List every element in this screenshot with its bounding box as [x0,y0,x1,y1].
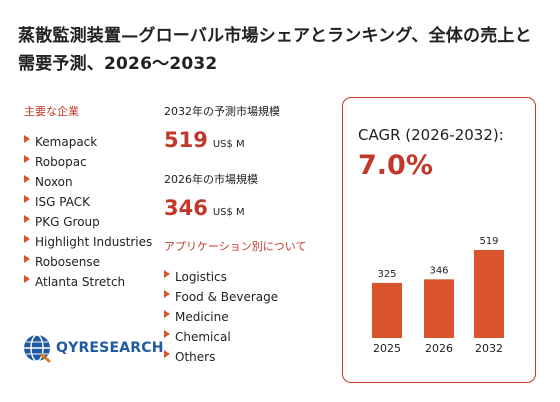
bullet-arrow-icon [164,330,170,338]
application-list: Logistics Food & Beverage Medicine Chemi… [164,267,278,367]
bullet-arrow-icon [24,215,30,223]
bullet-arrow-icon [164,350,170,358]
current-value: 346 US$ M [164,196,245,220]
bullet-arrow-icon [164,270,170,278]
bar-2025 [372,282,402,338]
forecast-unit: US$ M [212,139,245,150]
x-tick-2025: 2025 [373,342,401,355]
application-item: Chemical [164,327,278,347]
application-item: Medicine [164,307,278,327]
application-item: Food & Beverage [164,287,278,307]
application-item: Others [164,347,278,367]
logo-text: QYRESEARCH [56,340,164,356]
bullet-arrow-icon [24,155,30,163]
vendor-item: Robopac [24,152,152,172]
bullet-arrow-icon [24,175,30,183]
forecast-label: 2032年の予測市場規模 [164,105,280,118]
bullet-arrow-icon [164,310,170,318]
bullet-arrow-icon [24,195,30,203]
vendor-list: Kemapack Robopac Noxon ISG PACK PKG Grou… [24,132,152,292]
bar-2032 [474,250,504,338]
vendors-label: 主要な企業 [24,105,79,118]
cagr-value: 7.0% [358,150,433,181]
bullet-arrow-icon [24,275,30,283]
globe-logo-icon [24,334,51,363]
current-unit: US$ M [212,207,245,218]
cagr-panel [342,97,536,383]
forecast-number: 519 [164,128,208,152]
bullet-arrow-icon [24,135,30,143]
current-number: 346 [164,196,208,220]
application-item: Logistics [164,267,278,287]
apps-label: アプリケーション別について [164,240,307,253]
bullet-arrow-icon [24,255,30,263]
market-size-bar-chart: 325 2025 346 2026 519 2032 [372,236,504,355]
x-tick-2026: 2026 [425,342,453,355]
x-tick-2032: 2032 [475,342,503,355]
forecast-value: 519 US$ M [164,128,245,152]
vendor-item: Kemapack [24,132,152,152]
cagr-label: CAGR (2026-2032): [358,126,504,144]
vendor-item: Atlanta Stretch [24,272,152,292]
data-label-2032: 519 [479,236,498,247]
vendor-item: ISG PACK [24,192,152,212]
bar-2026 [424,279,454,338]
data-label-2025: 325 [377,269,396,280]
qyresearch-logo: QYRESEARCH [22,333,164,363]
bullet-arrow-icon [24,235,30,243]
bullet-arrow-icon [164,290,170,298]
vendor-item: Noxon [24,172,152,192]
data-label-2026: 346 [429,265,448,276]
vendor-item: Robosense [24,252,152,272]
vendor-item: PKG Group [24,212,152,232]
current-label: 2026年の市場規模 [164,173,258,186]
page-title: 蒸散監測装置—グローバル市場シェアとランキング、全体の売上と需要予測、2026～… [18,26,532,74]
vendor-item: Highlight Industries [24,232,152,252]
